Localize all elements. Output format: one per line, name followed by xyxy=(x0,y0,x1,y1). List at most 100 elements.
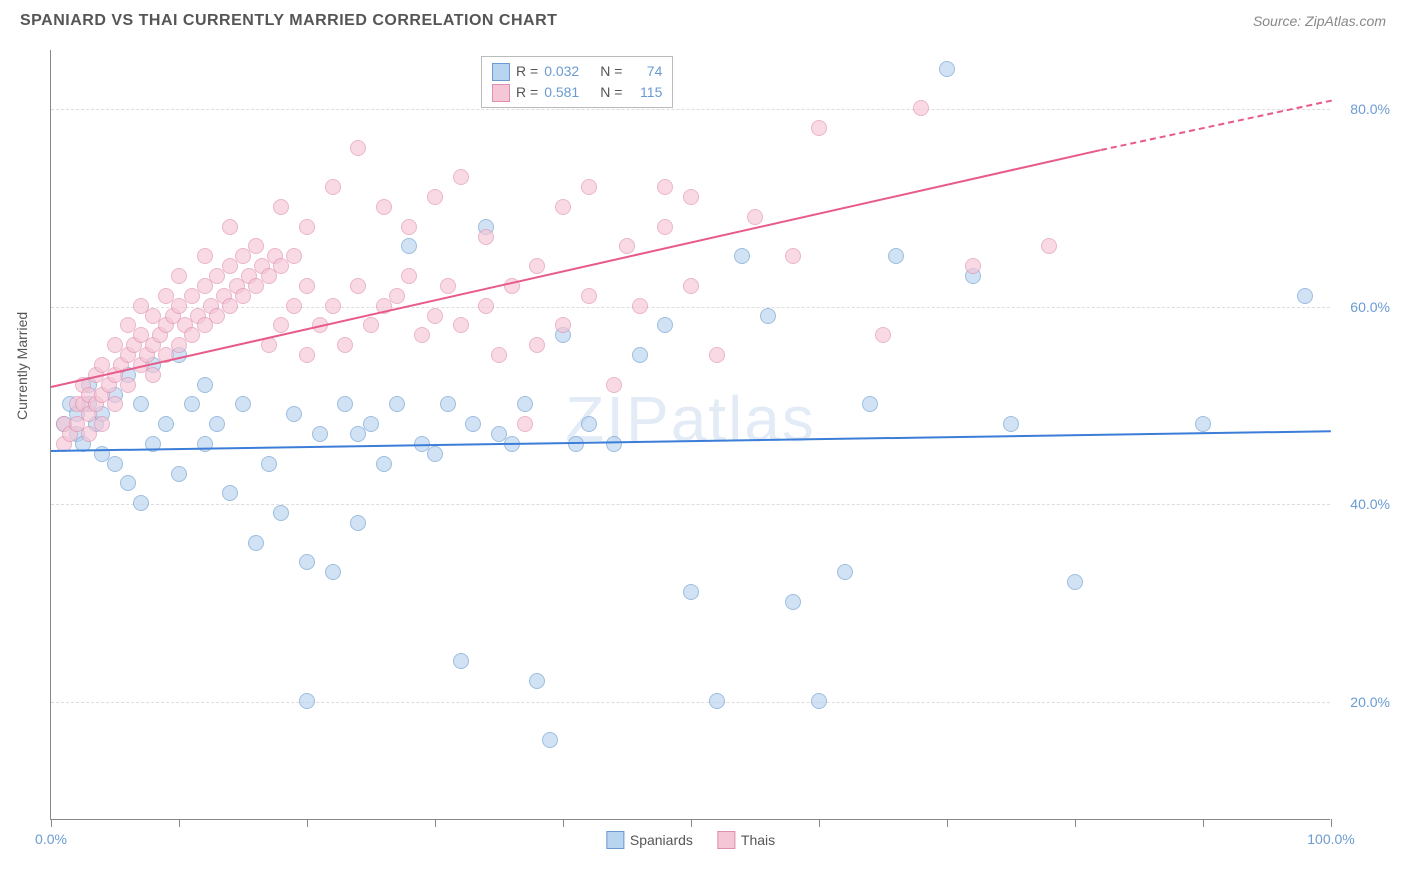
data-point xyxy=(709,693,725,709)
y-tick-label: 80.0% xyxy=(1350,101,1390,117)
data-point xyxy=(235,396,251,412)
gridline xyxy=(51,307,1330,308)
data-point xyxy=(453,653,469,669)
data-point xyxy=(133,495,149,511)
data-point xyxy=(376,456,392,472)
data-point xyxy=(734,248,750,264)
data-point xyxy=(619,238,635,254)
y-axis-label: Currently Married xyxy=(14,312,30,420)
legend-swatch xyxy=(717,831,735,849)
data-point xyxy=(760,308,776,324)
r-label: R = xyxy=(516,61,538,82)
data-point xyxy=(427,189,443,205)
x-tick xyxy=(1203,819,1204,827)
data-point xyxy=(171,466,187,482)
x-tick xyxy=(819,819,820,827)
data-point xyxy=(401,238,417,254)
watermark: ZIPatlas xyxy=(565,382,816,456)
data-point xyxy=(453,169,469,185)
data-point xyxy=(427,308,443,324)
legend-swatch xyxy=(606,831,624,849)
data-point xyxy=(286,406,302,422)
data-point xyxy=(273,317,289,333)
data-point xyxy=(913,100,929,116)
data-point xyxy=(184,396,200,412)
r-value: 0.581 xyxy=(544,82,594,103)
data-point xyxy=(581,416,597,432)
data-point xyxy=(440,396,456,412)
data-point xyxy=(1297,288,1313,304)
data-point xyxy=(606,436,622,452)
y-tick-label: 20.0% xyxy=(1350,694,1390,710)
x-tick-label: 100.0% xyxy=(1307,831,1354,847)
stats-legend: R =0.032N =74R =0.581N =115 xyxy=(481,56,673,108)
legend-swatch xyxy=(492,84,510,102)
r-label: R = xyxy=(516,82,538,103)
series-legend: Spaniards Thais xyxy=(606,831,775,849)
data-point xyxy=(440,278,456,294)
data-point xyxy=(209,416,225,432)
data-point xyxy=(517,416,533,432)
x-tick-label: 0.0% xyxy=(35,831,67,847)
data-point xyxy=(529,258,545,274)
gridline xyxy=(51,504,1330,505)
data-point xyxy=(120,377,136,393)
data-point xyxy=(657,179,673,195)
data-point xyxy=(350,515,366,531)
data-point xyxy=(862,396,878,412)
r-value: 0.032 xyxy=(544,61,594,82)
legend-label: Thais xyxy=(741,832,775,848)
y-tick-label: 60.0% xyxy=(1350,299,1390,315)
gridline xyxy=(51,702,1330,703)
data-point xyxy=(376,199,392,215)
chart-title: SPANIARD VS THAI CURRENTLY MARRIED CORRE… xyxy=(20,12,557,30)
data-point xyxy=(158,416,174,432)
data-point xyxy=(542,732,558,748)
data-point xyxy=(273,199,289,215)
x-tick xyxy=(947,819,948,827)
data-point xyxy=(389,396,405,412)
data-point xyxy=(811,120,827,136)
data-point xyxy=(337,337,353,353)
data-point xyxy=(1067,574,1083,590)
data-point xyxy=(785,594,801,610)
data-point xyxy=(299,554,315,570)
x-tick xyxy=(691,819,692,827)
data-point xyxy=(683,584,699,600)
stats-legend-row: R =0.581N =115 xyxy=(492,82,662,103)
data-point xyxy=(401,268,417,284)
trend-line xyxy=(1100,99,1331,150)
data-point xyxy=(222,219,238,235)
legend-item: Thais xyxy=(717,831,775,849)
data-point xyxy=(811,693,827,709)
data-point xyxy=(478,298,494,314)
data-point xyxy=(555,317,571,333)
x-tick xyxy=(1075,819,1076,827)
data-point xyxy=(1003,416,1019,432)
legend-label: Spaniards xyxy=(630,832,693,848)
header-row: SPANIARD VS THAI CURRENTLY MARRIED CORRE… xyxy=(0,0,1406,38)
data-point xyxy=(273,505,289,521)
data-point xyxy=(517,396,533,412)
y-tick-label: 40.0% xyxy=(1350,496,1390,512)
data-point xyxy=(197,248,213,264)
data-point xyxy=(581,288,597,304)
data-point xyxy=(683,278,699,294)
x-tick xyxy=(563,819,564,827)
n-value: 74 xyxy=(628,61,662,82)
data-point xyxy=(401,219,417,235)
data-point xyxy=(299,693,315,709)
data-point xyxy=(581,179,597,195)
data-point xyxy=(529,673,545,689)
data-point xyxy=(363,416,379,432)
data-point xyxy=(683,189,699,205)
data-point xyxy=(939,61,955,77)
data-point xyxy=(120,475,136,491)
stats-legend-row: R =0.032N =74 xyxy=(492,61,662,82)
data-point xyxy=(325,179,341,195)
data-point xyxy=(286,298,302,314)
data-point xyxy=(222,485,238,501)
gridline xyxy=(51,109,1330,110)
data-point xyxy=(657,219,673,235)
data-point xyxy=(555,199,571,215)
